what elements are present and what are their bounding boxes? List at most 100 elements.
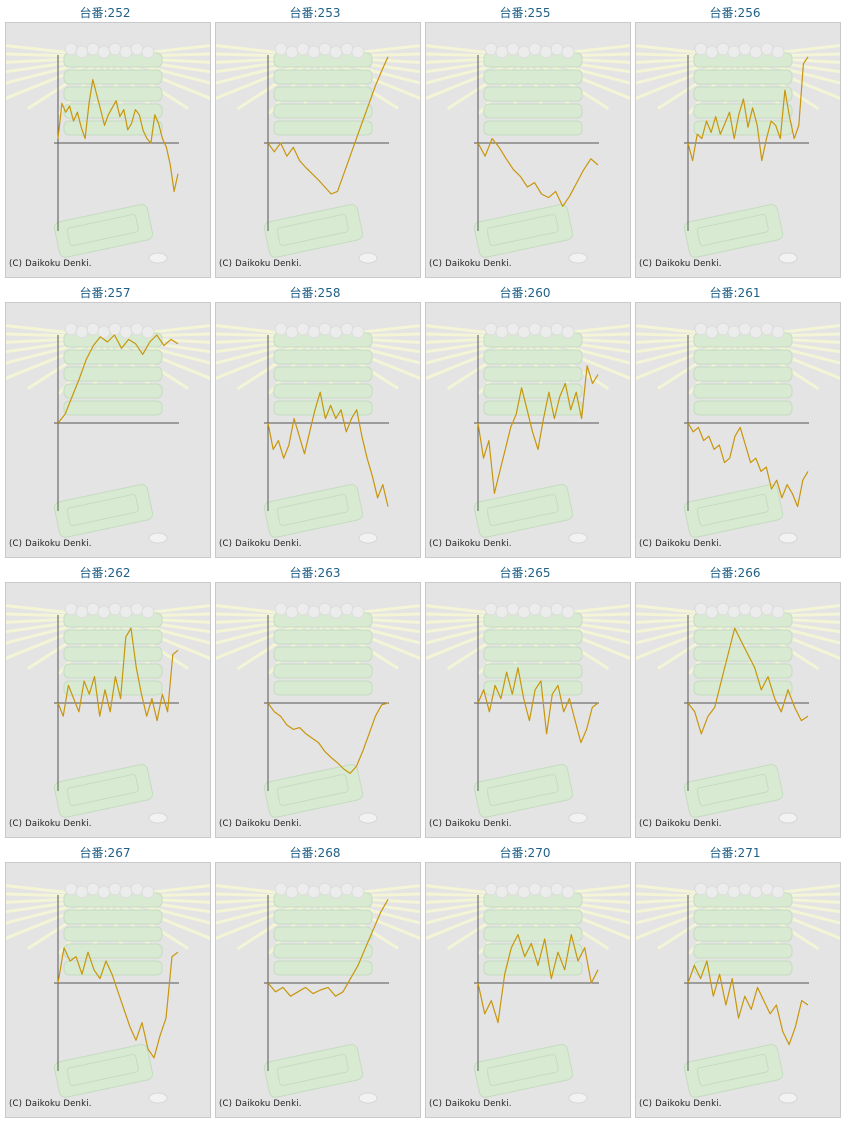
decorative-ball xyxy=(274,602,288,616)
machine-number-label[interactable]: 台番:260 xyxy=(499,286,551,300)
decorative-box xyxy=(483,366,583,382)
payout-graph-panel: (C) Daikoku Denki. xyxy=(425,582,631,838)
decorative-ball xyxy=(506,322,520,336)
machine-card[interactable]: 台番:263 (C) Daikoku Denki. xyxy=(210,560,421,840)
decorative-ball xyxy=(329,605,343,619)
decorative-ball xyxy=(86,42,100,56)
decorative-tray-inner xyxy=(486,493,559,527)
decorative-box xyxy=(483,86,583,102)
decorative-box xyxy=(63,400,163,416)
decorative-coin xyxy=(148,252,168,264)
decorative-box xyxy=(63,86,163,102)
machine-card[interactable]: 台番:256 (C) Daikoku Denki. xyxy=(630,0,841,280)
machine-number-label[interactable]: 台番:258 xyxy=(289,286,341,300)
decorative-ball xyxy=(119,325,133,339)
machine-number-label[interactable]: 台番:268 xyxy=(289,846,341,860)
payout-graph-panel: (C) Daikoku Denki. xyxy=(215,582,421,838)
decorative-ball xyxy=(716,602,730,616)
payout-trend-line xyxy=(687,56,809,162)
decorative-ball xyxy=(484,322,498,336)
decorative-coin xyxy=(358,1092,378,1104)
machine-card[interactable]: 台番:252 (C) Daikoku Denki. xyxy=(0,0,211,280)
machine-card[interactable]: 台番:268 (C) Daikoku Denki. xyxy=(210,840,421,1120)
machine-number-label[interactable]: 台番:253 xyxy=(289,6,341,20)
decorative-box xyxy=(63,366,163,382)
machine-number-label[interactable]: 台番:256 xyxy=(709,6,761,20)
decorative-box xyxy=(273,366,373,382)
decorative-box xyxy=(693,909,793,925)
decorative-box xyxy=(483,103,583,119)
decorative-box xyxy=(273,926,373,942)
payout-graph xyxy=(6,322,210,544)
decorative-box xyxy=(273,69,373,85)
payout-trend-line xyxy=(267,391,389,507)
machine-card[interactable]: 台番:267 (C) Daikoku Denki. xyxy=(0,840,211,1120)
machine-card[interactable]: 台番:270 (C) Daikoku Denki. xyxy=(420,840,631,1120)
decorative-ball xyxy=(97,45,111,59)
machine-card[interactable]: 台番:265 (C) Daikoku Denki. xyxy=(420,560,631,840)
decorative-tray-inner xyxy=(696,1053,769,1087)
decorative-ball xyxy=(75,605,89,619)
machine-card[interactable]: 台番:257 (C) Daikoku Denki. xyxy=(0,280,211,560)
payout-graph-panel: (C) Daikoku Denki. xyxy=(215,862,421,1118)
decorative-ball xyxy=(760,322,774,336)
decorative-box xyxy=(483,646,583,662)
decorative-ball xyxy=(64,602,78,616)
machine-number-label[interactable]: 台番:271 xyxy=(709,846,761,860)
machine-card[interactable]: 台番:253 (C) Daikoku Denki. xyxy=(210,0,421,280)
decorative-tray-inner xyxy=(276,213,349,247)
decorative-ball xyxy=(130,42,144,56)
decorative-ball xyxy=(64,322,78,336)
decorative-ball xyxy=(716,882,730,896)
machine-number-label[interactable]: 台番:267 xyxy=(79,846,131,860)
machine-card[interactable]: 台番:258 (C) Daikoku Denki. xyxy=(210,280,421,560)
machine-number-label[interactable]: 台番:257 xyxy=(79,286,131,300)
decorative-ball xyxy=(716,322,730,336)
payout-trend-line xyxy=(687,422,809,508)
decorative-ball xyxy=(727,885,741,899)
decorative-ball xyxy=(506,882,520,896)
decorative-ball xyxy=(274,882,288,896)
decorative-ball xyxy=(141,325,155,339)
machine-number-label[interactable]: 台番:252 xyxy=(79,6,131,20)
copyright-text: (C) Daikoku Denki. xyxy=(429,1099,512,1109)
payout-graph-panel: (C) Daikoku Denki. xyxy=(635,862,841,1118)
machine-card[interactable]: 台番:260 (C) Daikoku Denki. xyxy=(420,280,631,560)
machine-number-label[interactable]: 台番:266 xyxy=(709,566,761,580)
decorative-ball xyxy=(495,45,509,59)
copyright-text: (C) Daikoku Denki. xyxy=(429,539,512,549)
machine-card[interactable]: 台番:261 (C) Daikoku Denki. xyxy=(630,280,841,560)
decorative-box xyxy=(693,383,793,399)
decorative-coin xyxy=(778,1092,798,1104)
payout-graph xyxy=(216,882,420,1104)
decorative-ball xyxy=(307,45,321,59)
decorative-box xyxy=(273,646,373,662)
decorative-ball xyxy=(86,602,100,616)
machine-number-label[interactable]: 台番:270 xyxy=(499,846,551,860)
decorative-ball xyxy=(561,325,575,339)
machine-card[interactable]: 台番:255 (C) Daikoku Denki. xyxy=(420,0,631,280)
machine-number-label[interactable]: 台番:265 xyxy=(499,566,551,580)
decorative-tray-inner xyxy=(276,773,349,807)
decorative-ball xyxy=(550,882,564,896)
decorative-ball xyxy=(749,605,763,619)
machine-number-label[interactable]: 台番:262 xyxy=(79,566,131,580)
decorative-ball xyxy=(285,605,299,619)
copyright-text: (C) Daikoku Denki. xyxy=(639,539,722,549)
decorative-ball xyxy=(749,885,763,899)
machine-number-label[interactable]: 台番:261 xyxy=(709,286,761,300)
machine-card[interactable]: 台番:262 (C) Daikoku Denki. xyxy=(0,560,211,840)
decorative-box xyxy=(693,400,793,416)
machine-card[interactable]: 台番:271 (C) Daikoku Denki. xyxy=(630,840,841,1120)
decorative-ball xyxy=(119,885,133,899)
decorative-ball xyxy=(517,325,531,339)
machine-card[interactable]: 台番:266 (C) Daikoku Denki. xyxy=(630,560,841,840)
machine-number-label[interactable]: 台番:255 xyxy=(499,6,551,20)
decorative-ball xyxy=(749,45,763,59)
payout-graph xyxy=(636,322,840,544)
decorative-ball xyxy=(86,322,100,336)
payout-trend-line xyxy=(477,933,599,1024)
decorative-ball xyxy=(340,42,354,56)
machine-number-label[interactable]: 台番:263 xyxy=(289,566,341,580)
